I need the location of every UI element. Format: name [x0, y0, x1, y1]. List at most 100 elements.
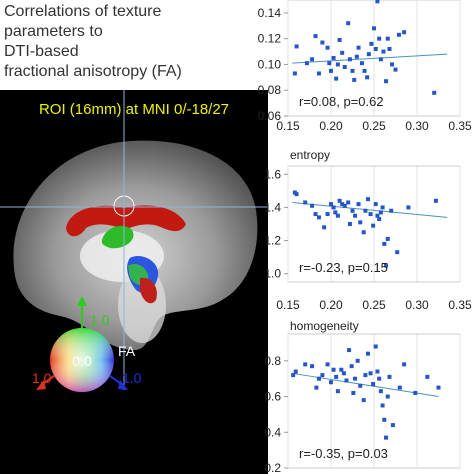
cingulum-green — [101, 225, 134, 249]
data-point — [310, 57, 315, 62]
panel-title: entropy — [290, 148, 330, 162]
data-point — [337, 198, 342, 203]
panel-title: homogeneity — [290, 319, 359, 333]
data-point — [372, 26, 376, 31]
colorwheel-left-label: 1.0 — [32, 370, 52, 386]
data-point — [381, 49, 386, 54]
data-point — [293, 369, 298, 374]
data-point — [368, 371, 373, 376]
data-point — [320, 40, 325, 45]
data-point — [425, 374, 430, 379]
data-point — [335, 389, 340, 394]
y-tick-label: 0.8 — [264, 354, 281, 368]
data-point — [325, 362, 330, 367]
data-point — [375, 0, 380, 4]
data-point — [375, 369, 380, 374]
corpus-callosum-red — [66, 205, 186, 237]
data-point — [375, 213, 380, 218]
data-point — [402, 362, 407, 367]
colorwheel-center — [50, 328, 114, 392]
correlation-annotation: r=-0.23, p=0.15 — [299, 260, 388, 275]
data-point — [366, 52, 371, 57]
data-point — [353, 213, 358, 218]
data-point — [382, 241, 387, 246]
data-point — [387, 46, 392, 51]
brain-slice-image: ROI (16mm) at MNI 0/-18/27 0.0 FA 1.0 1.… — [0, 90, 268, 474]
heading-line: parameters to — [4, 23, 103, 40]
x-tick-label: 0.30 — [405, 119, 429, 133]
arrow-up-icon — [77, 296, 87, 306]
data-point — [316, 215, 321, 220]
figure-heading: Correlations of texture parameters to DT… — [4, 2, 274, 82]
data-point — [373, 344, 378, 349]
data-point — [384, 79, 389, 84]
data-point — [396, 32, 401, 37]
data-point — [347, 57, 352, 62]
data-point — [393, 67, 398, 72]
roi-label: ROI (16mm) at MNI 0/-18/27 — [39, 101, 229, 118]
data-point — [402, 30, 407, 35]
data-point — [316, 71, 321, 76]
data-point — [378, 389, 383, 394]
data-point — [358, 220, 363, 225]
data-point — [395, 250, 400, 255]
data-point — [346, 21, 351, 26]
data-point — [365, 351, 370, 356]
data-point — [362, 68, 367, 73]
data-point — [359, 61, 364, 66]
data-point — [313, 34, 318, 39]
data-point — [389, 208, 394, 213]
arrow-right-icon — [118, 380, 128, 390]
y-tick-label: 0.08 — [258, 83, 282, 97]
data-point — [334, 374, 339, 379]
data-point — [385, 236, 390, 241]
data-point — [334, 76, 339, 81]
data-point — [353, 376, 358, 381]
data-point — [329, 68, 333, 73]
data-point — [294, 192, 299, 197]
data-point — [371, 223, 376, 228]
x-tick-label: 0.15 — [276, 298, 300, 312]
data-point — [333, 210, 338, 215]
data-point — [339, 367, 344, 372]
data-point — [340, 202, 345, 207]
x-tick-label: 0.25 — [362, 298, 386, 312]
data-point — [373, 46, 378, 51]
data-point — [325, 45, 330, 50]
data-point — [387, 374, 392, 379]
data-point — [363, 208, 368, 213]
y-tick-label: 0.6 — [264, 390, 281, 404]
data-point — [436, 385, 441, 390]
data-point — [384, 263, 389, 268]
y-tick-label: 0.10 — [258, 57, 282, 71]
data-point — [377, 36, 382, 41]
data-point — [354, 54, 359, 59]
data-point — [397, 385, 402, 390]
x-tick-label: 0.35 — [448, 298, 472, 312]
y-tick-label: 0.4 — [264, 425, 281, 439]
heading-line: fractional anisotropy (FA) — [4, 63, 182, 80]
y-tick-label: 1.4 — [264, 200, 281, 214]
data-point — [390, 62, 395, 67]
data-point — [378, 210, 383, 215]
data-point — [322, 225, 327, 230]
data-point — [313, 212, 318, 217]
y-tick-label: 0.12 — [258, 32, 282, 46]
data-point — [352, 77, 357, 82]
data-point — [331, 367, 336, 372]
data-point — [292, 71, 297, 76]
data-point — [365, 75, 370, 80]
trend-line — [292, 201, 448, 218]
data-point — [350, 208, 355, 213]
data-point — [314, 385, 319, 390]
data-point — [382, 417, 387, 422]
data-point — [350, 68, 355, 73]
data-point — [340, 50, 345, 55]
y-tick-label: 0.06 — [258, 109, 282, 123]
data-point — [342, 203, 347, 208]
data-point — [294, 44, 299, 49]
data-point — [310, 364, 315, 369]
data-point — [325, 212, 330, 217]
x-tick-label: 0.20 — [319, 298, 343, 312]
